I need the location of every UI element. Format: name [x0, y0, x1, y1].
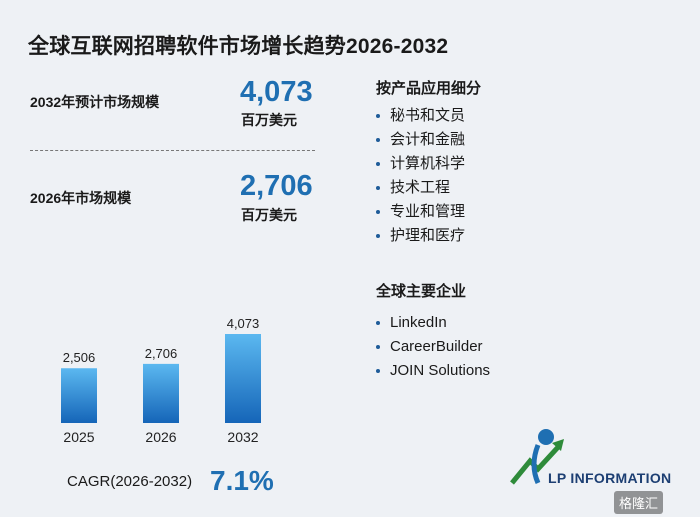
segment-label: 会计和金融: [390, 131, 466, 148]
list-item: CareerBuilder: [376, 335, 490, 359]
stat-2026-unit: 百万美元: [241, 207, 297, 223]
bar-chart: 2,506 2025 2,706 2026 4,073 2032: [61, 316, 261, 445]
bullet-icon: [376, 186, 380, 190]
bullet-icon: [376, 162, 380, 166]
bullet-icon: [376, 369, 380, 373]
list-item: 专业和管理: [376, 200, 465, 224]
segment-label: 护理和医疗: [390, 227, 466, 244]
data-label-2025: 2,506: [63, 350, 96, 365]
list-item: JOIN Solutions: [376, 359, 490, 383]
list-item: 护理和医疗: [376, 224, 465, 248]
bar-2026: [143, 363, 179, 423]
list-item: 计算机科学: [376, 152, 465, 176]
lp-logo-icon: [510, 429, 564, 485]
segment-label: 技术工程: [390, 179, 451, 196]
list-item: LinkedIn: [376, 311, 490, 335]
list-item: 技术工程: [376, 176, 465, 200]
company-label: CareerBuilder: [390, 338, 483, 355]
segments-heading: 按产品应用细分: [376, 80, 482, 97]
stat-2032-label: 2032年预计市场规模: [30, 94, 160, 110]
list-item: 秘书和文员: [376, 104, 465, 128]
bar-2025: [61, 368, 97, 423]
stat-2026-value: 2,706: [240, 170, 313, 202]
company-label: LinkedIn: [390, 314, 447, 331]
stat-2026-label: 2026年市场规模: [30, 190, 132, 206]
data-label-2032: 4,073: [227, 316, 260, 331]
list-item: 会计和金融: [376, 128, 465, 152]
logo-text: LP INFORMATION: [548, 470, 672, 486]
segments-list: 秘书和文员 会计和金融 计算机科学 技术工程 专业和管理 护理和医疗: [376, 104, 465, 248]
segment-label: 秘书和文员: [390, 107, 466, 124]
stat-2032-value: 4,073: [240, 76, 313, 108]
bullet-icon: [376, 114, 380, 118]
bar-2032: [225, 334, 261, 423]
bullet-icon: [376, 138, 380, 142]
brand-watermark: 格隆汇: [614, 491, 664, 514]
x-tick-label-2025: 2025: [63, 429, 94, 445]
bullet-icon: [376, 210, 380, 214]
bullet-icon: [376, 345, 380, 349]
page-title: 全球互联网招聘软件市场增长趋势2026-2032: [28, 35, 449, 58]
cagr-label: CAGR(2026-2032): [67, 473, 193, 490]
segment-label: 计算机科学: [390, 155, 466, 172]
segment-label: 专业和管理: [390, 203, 466, 220]
cagr-value: 7.1%: [210, 465, 274, 496]
company-label: JOIN Solutions: [390, 362, 491, 379]
data-label-2026: 2,706: [145, 346, 178, 361]
divider: [30, 150, 315, 151]
bullet-icon: [376, 234, 380, 238]
x-tick-label-2026: 2026: [145, 429, 176, 445]
bullet-icon: [376, 321, 380, 325]
companies-heading: 全球主要企业: [376, 283, 467, 300]
stat-2032-unit: 百万美元: [241, 112, 297, 128]
x-tick-label-2032: 2032: [227, 429, 258, 445]
companies-list: LinkedIn CareerBuilder JOIN Solutions: [376, 311, 490, 383]
